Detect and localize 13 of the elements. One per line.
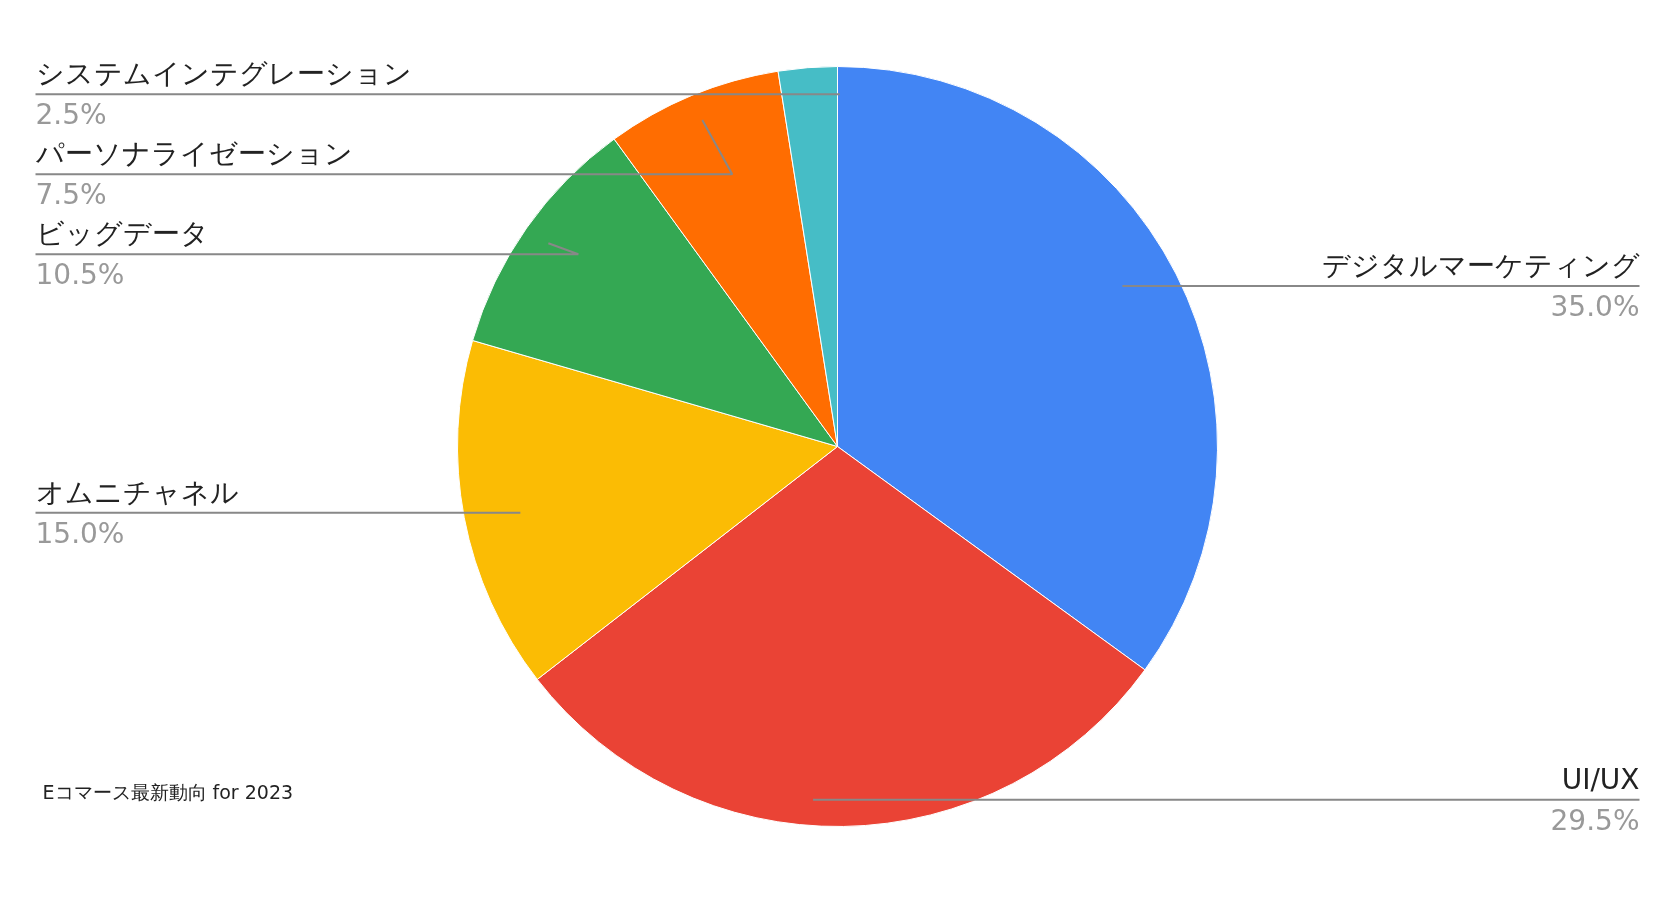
slice-label: パーソナライゼーション: [34, 137, 353, 171]
data-label: 2.5%: [35, 98, 107, 132]
slice-label: ビッグデータ: [35, 217, 209, 251]
data-label: 15.0%: [35, 516, 125, 550]
slice-label: オムニチャネル: [35, 475, 239, 509]
slice-label: システムインテグレーション: [35, 57, 412, 91]
text: Eコマース最新動向 for 2023: [42, 780, 294, 803]
slice-label: UI/UX: [1561, 762, 1640, 796]
data-label: 7.5%: [35, 178, 107, 212]
slice-label: デジタルマーケティング: [1321, 249, 1640, 283]
data-label: 10.5%: [35, 258, 125, 292]
data-label: 35.0%: [1550, 290, 1640, 324]
data-label: 29.5%: [1550, 803, 1640, 837]
